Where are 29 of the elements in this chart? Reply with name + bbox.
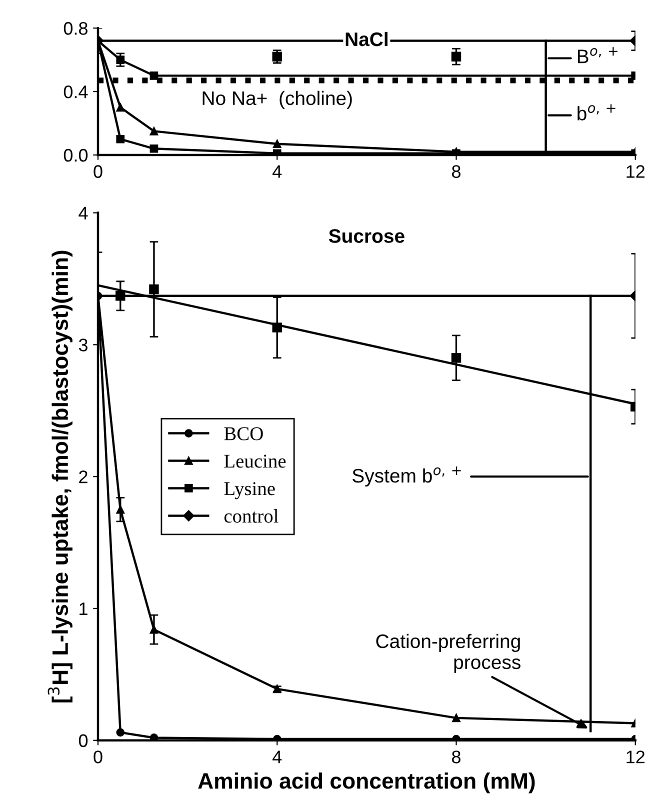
x-tick-label: 0 [94,165,102,178]
x-tick-label: 8 [452,165,460,178]
y-tick-label: 2 [79,470,88,484]
legend-label: BCO [224,427,263,440]
y-tick-label: 3 [78,338,88,352]
x-tick-label: 12 [626,750,645,764]
y-axis-title: [$^{3}$H] L-lysine uptake, fmol/(blastocyst)(min) [48,250,72,702]
legend-label: Lysine [224,482,275,500]
legend-label: Leucine [224,454,286,468]
legend-label: control [224,509,278,523]
x-tick-label: 4 [272,750,282,764]
annotation: System b$^{o,+}$ [352,466,461,486]
text: Sucrose [328,229,404,243]
x-tick-label: 0 [94,750,102,764]
x-tick-label: 8 [452,750,460,764]
annotation: Cation-preferring process [376,634,520,673]
annotation: b$^{o,+}$ [578,104,616,120]
y-tick-label: 0 [78,734,88,748]
y-tick-label: 0.4 [64,85,88,98]
annotation: No Na+ (choline) [202,90,352,109]
y-tick-label: 0.0 [64,148,88,162]
x-tick-label: 12 [626,165,645,178]
x-axis-title: Aminio acid concentration (mM) [198,772,535,794]
y-tick-label: 0.8 [64,22,88,35]
y-tick-label: 1 [80,602,88,616]
chart-title: NaCl [346,32,388,46]
x-tick-label: 4 [272,165,282,178]
y-tick-label: 4 [78,206,88,220]
annotation: B$^{o,+}$ [578,47,618,64]
